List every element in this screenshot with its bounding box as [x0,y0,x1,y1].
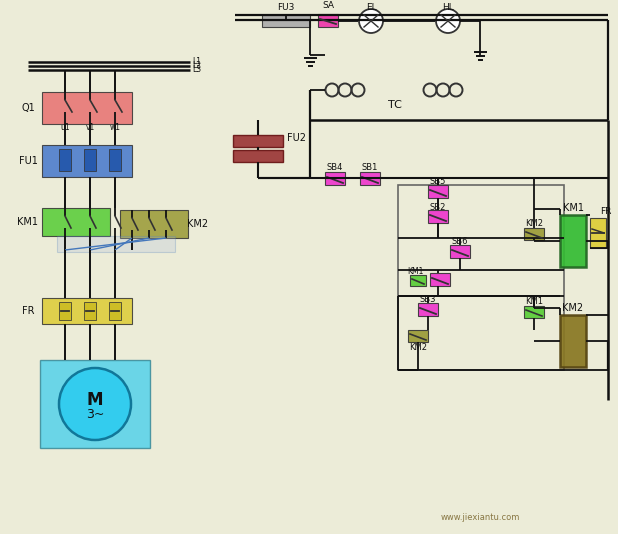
Text: KM2: KM2 [562,303,583,313]
Bar [233,150,283,162]
Text: L3: L3 [192,66,201,75]
Text: w1: w1 [109,123,121,132]
Bar [450,245,470,258]
Bar [42,298,132,324]
Text: v1: v1 [85,123,95,132]
Text: KM2: KM2 [525,219,543,229]
Bar [318,14,338,27]
Text: SB1: SB1 [362,163,378,172]
Text: SA: SA [322,2,334,11]
Bar [398,185,564,370]
Text: FR: FR [22,306,34,316]
Text: u1: u1 [60,123,70,132]
Circle shape [59,368,131,440]
Text: KM1: KM1 [17,217,38,227]
Circle shape [359,9,383,33]
Text: KM2: KM2 [409,342,427,351]
Bar [109,149,121,171]
Bar [42,145,132,177]
Text: 3~: 3~ [86,409,104,421]
Text: www.jiexiantu.com: www.jiexiantu.com [440,514,520,522]
Text: KM1: KM1 [525,297,543,307]
Text: KM1: KM1 [407,268,423,277]
Text: L2: L2 [192,61,201,70]
Bar [560,215,586,267]
Text: FU3: FU3 [277,4,295,12]
Text: SB5: SB5 [430,177,446,185]
Bar [524,306,544,318]
Text: SB3: SB3 [420,294,436,303]
Bar [40,360,150,448]
Text: TC: TC [388,100,402,110]
Text: EL: EL [366,3,376,12]
Bar [360,172,380,185]
Bar [408,330,428,342]
Bar [428,185,448,198]
Bar [590,218,606,248]
Bar [524,228,544,240]
Bar [59,302,71,320]
Text: FR: FR [600,208,612,216]
Bar [84,302,96,320]
Bar [560,315,586,367]
Text: M: M [87,391,103,409]
Bar [42,92,132,124]
Bar [325,172,345,185]
Bar [59,149,71,171]
Text: KM2: KM2 [187,219,208,229]
Text: HL: HL [442,3,454,12]
Bar [84,149,96,171]
Text: L1: L1 [192,58,201,67]
Text: FU2: FU2 [287,133,305,143]
Circle shape [436,9,460,33]
Text: SB4: SB4 [327,163,343,172]
Text: KM1: KM1 [562,203,583,213]
Bar [428,210,448,223]
Text: FU1: FU1 [19,156,38,166]
Bar [57,236,175,252]
Text: SB2: SB2 [430,202,446,211]
Bar [410,275,426,286]
Text: SB6: SB6 [452,237,468,246]
Bar [262,15,310,27]
Bar [42,208,110,236]
Bar [120,210,188,238]
Text: Q1: Q1 [21,103,35,113]
Bar [418,303,438,316]
Bar [430,273,450,286]
Bar [109,302,121,320]
Bar [233,135,283,147]
